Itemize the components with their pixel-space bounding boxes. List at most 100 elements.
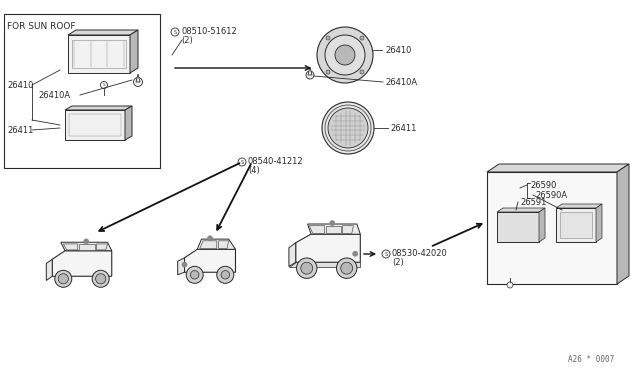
Polygon shape	[197, 239, 236, 249]
Circle shape	[306, 71, 314, 79]
Bar	[507, 221, 513, 226]
Text: 26410: 26410	[385, 45, 412, 55]
Text: (2): (2)	[392, 257, 404, 266]
Bar	[507, 214, 513, 219]
Circle shape	[296, 258, 317, 278]
Polygon shape	[539, 208, 545, 242]
Circle shape	[325, 35, 365, 75]
Polygon shape	[125, 106, 132, 140]
Circle shape	[217, 266, 234, 283]
Text: 26410A: 26410A	[38, 90, 70, 99]
Polygon shape	[79, 244, 95, 250]
Polygon shape	[184, 249, 236, 272]
Bar	[522, 227, 529, 232]
Circle shape	[95, 274, 106, 284]
Bar	[499, 227, 506, 232]
Circle shape	[100, 81, 108, 89]
Bar	[514, 227, 521, 232]
Bar	[529, 214, 536, 219]
Polygon shape	[68, 35, 130, 73]
Polygon shape	[97, 244, 108, 250]
Polygon shape	[130, 30, 138, 73]
Polygon shape	[497, 212, 539, 242]
Bar	[529, 227, 536, 232]
Circle shape	[360, 70, 364, 74]
Text: 08530-42020: 08530-42020	[392, 248, 448, 257]
Text: 26410A: 26410A	[385, 77, 417, 87]
Text: 08510-51612: 08510-51612	[181, 26, 237, 35]
Circle shape	[207, 236, 212, 241]
Polygon shape	[497, 208, 545, 212]
Text: (4): (4)	[248, 166, 260, 174]
Polygon shape	[487, 164, 629, 172]
Circle shape	[326, 70, 330, 74]
Polygon shape	[560, 212, 592, 238]
Text: 26411: 26411	[7, 125, 33, 135]
Polygon shape	[178, 258, 184, 275]
Polygon shape	[326, 226, 340, 233]
Text: 26590: 26590	[530, 180, 556, 189]
Bar	[507, 227, 513, 232]
Bar	[507, 234, 513, 239]
Text: A26 * 0007: A26 * 0007	[568, 355, 614, 364]
Bar	[529, 234, 536, 239]
Polygon shape	[218, 241, 228, 248]
Bar	[522, 214, 529, 219]
Polygon shape	[200, 241, 217, 248]
Bar	[499, 214, 506, 219]
Polygon shape	[556, 204, 602, 208]
Circle shape	[317, 27, 373, 83]
Polygon shape	[65, 110, 125, 140]
Circle shape	[182, 262, 187, 267]
Polygon shape	[136, 74, 140, 82]
Text: S: S	[241, 160, 244, 164]
Circle shape	[340, 262, 353, 274]
Bar	[514, 221, 521, 226]
Text: 26591: 26591	[520, 198, 547, 206]
Polygon shape	[308, 224, 360, 234]
Bar	[499, 234, 506, 239]
Polygon shape	[308, 67, 312, 75]
Circle shape	[191, 270, 199, 279]
Circle shape	[238, 158, 246, 166]
Circle shape	[221, 270, 230, 279]
Polygon shape	[4, 14, 160, 168]
Polygon shape	[617, 164, 629, 284]
Polygon shape	[52, 251, 112, 276]
Circle shape	[382, 250, 390, 258]
Polygon shape	[68, 30, 138, 35]
Polygon shape	[342, 226, 353, 233]
Polygon shape	[65, 106, 132, 110]
Circle shape	[134, 77, 143, 87]
Circle shape	[171, 28, 179, 36]
Circle shape	[322, 102, 374, 154]
Bar	[522, 234, 529, 239]
Circle shape	[186, 266, 204, 283]
Circle shape	[326, 36, 330, 40]
Polygon shape	[296, 234, 360, 262]
Circle shape	[337, 258, 357, 278]
Bar	[529, 221, 536, 226]
Polygon shape	[596, 204, 602, 242]
Text: 08540-41212: 08540-41212	[248, 157, 303, 166]
Text: S: S	[173, 29, 177, 35]
Circle shape	[353, 251, 358, 256]
Circle shape	[335, 45, 355, 65]
Text: 26411: 26411	[390, 124, 417, 132]
Polygon shape	[46, 259, 52, 280]
Polygon shape	[61, 242, 112, 251]
Bar	[522, 221, 529, 226]
Circle shape	[84, 239, 89, 244]
Polygon shape	[556, 208, 596, 242]
Text: S: S	[102, 83, 106, 87]
Bar	[514, 234, 521, 239]
Polygon shape	[309, 226, 324, 233]
Text: FOR SUN ROOF: FOR SUN ROOF	[7, 22, 76, 31]
Polygon shape	[289, 262, 360, 266]
Text: 26410: 26410	[7, 80, 33, 90]
Text: (2): (2)	[181, 35, 193, 45]
Bar	[514, 214, 521, 219]
Circle shape	[55, 270, 72, 287]
Circle shape	[360, 36, 364, 40]
Circle shape	[58, 274, 68, 284]
